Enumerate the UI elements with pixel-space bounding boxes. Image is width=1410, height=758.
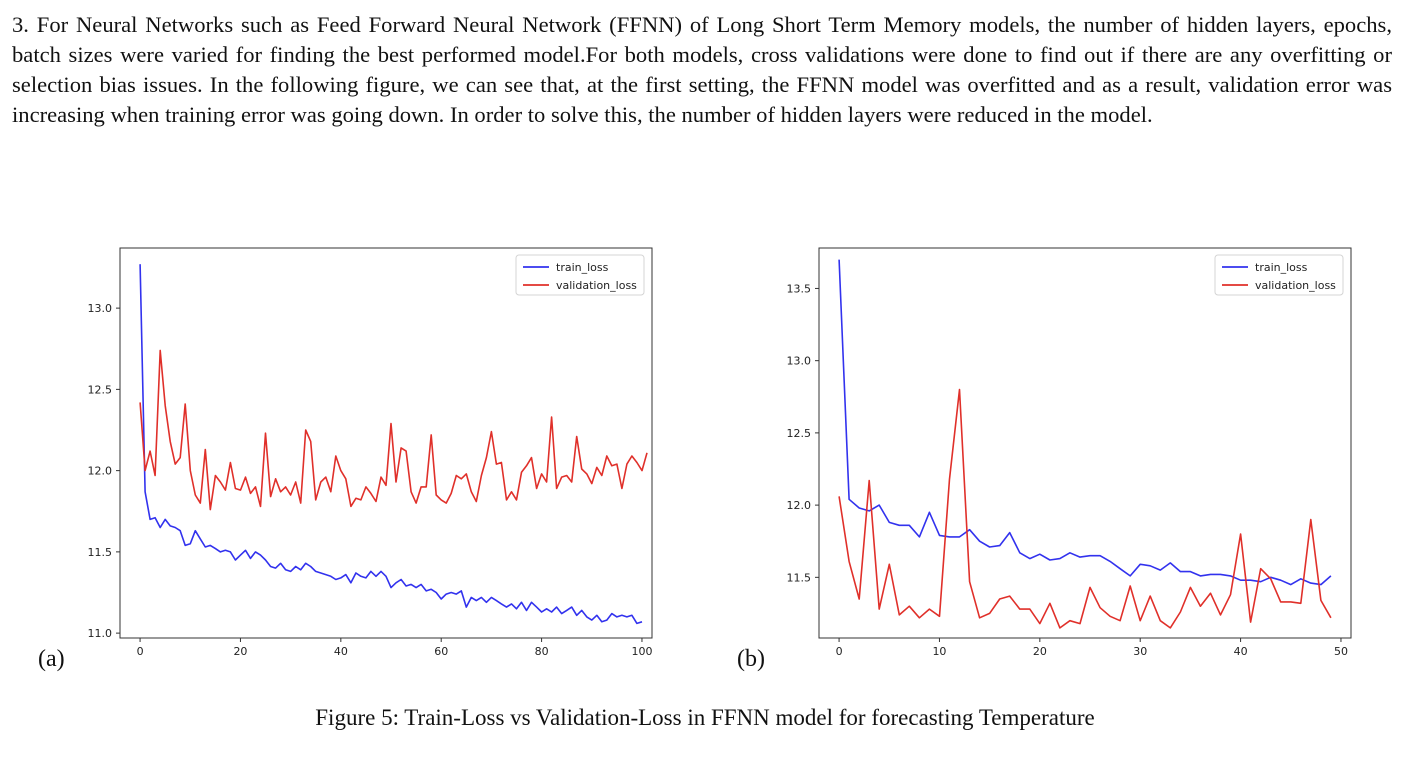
chart-a-y-tick-label: 12.5 [88,383,113,396]
chart-a-series-train-loss-line [139,264,643,625]
chart-a-frame [119,247,653,639]
chart-a-x-tick-label: 40 [334,645,348,658]
chart-a-legend: train_loss validation_loss [515,254,645,296]
chart-a-x-tick-label: 20 [233,645,247,658]
chart-a-y-tick-label: 11.5 [88,546,113,559]
chart-a-y-tick-label: 12.0 [88,465,113,478]
panel-label-a: (a) [38,646,65,672]
chart-a-y-tick-label: 13.0 [88,302,113,315]
body-paragraph: 3. For Neural Networks such as Feed Forw… [12,12,1392,127]
chart-a-x-tick-label: 0 [137,645,144,658]
chart-a-legend-label-train-loss: train_loss [556,261,609,274]
chart-a-legend-label-validation-loss: validation_loss [556,279,637,292]
figure-caption: Figure 5: Train-Loss vs Validation-Loss … [315,705,1095,730]
chart-a-x-tick-label: 100 [631,645,652,658]
panel-label-b: (b) [737,646,765,672]
chart-a-series-validation-loss-line [139,349,648,511]
chart-a-x-tick-label: 80 [535,645,549,658]
chart-a-x-tick-label: 60 [434,645,448,658]
chart-a-y-tick-label: 11.0 [88,627,113,640]
